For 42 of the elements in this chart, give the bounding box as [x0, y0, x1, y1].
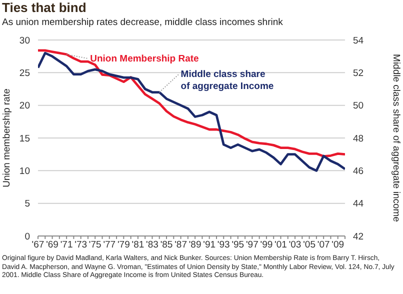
y-tick-label: 10 [19, 166, 30, 178]
y2-axis-title: Middle class share of aggregate income [390, 54, 402, 222]
y-tick-label: 15 [19, 133, 30, 144]
x-tick-label: '73 [74, 240, 88, 251]
x-tick-label: '67 [32, 240, 44, 251]
x-tick-label: '79 [117, 240, 130, 251]
x-tick-label: '93 [217, 240, 230, 251]
x-tick-label: '03 [288, 240, 302, 251]
x-tick-label: '81 [132, 240, 144, 251]
x-tick-label: '75 [88, 240, 102, 251]
y-tick-label: 25 [19, 68, 30, 80]
y-tick-label: 20 [19, 100, 30, 112]
y-axis-title: Union membership rate [1, 88, 12, 188]
y-tick-label: 0 [24, 231, 30, 242]
x-tick-label: '83 [146, 240, 158, 251]
x-tick-label: '95 [232, 240, 244, 251]
y2-tick-label: 46 [353, 166, 364, 178]
y-tick-label: 5 [24, 198, 30, 210]
x-tick-label: '89 [188, 240, 202, 251]
x-tick-label: '87 [174, 240, 187, 251]
y2-tick-label: 42 [353, 231, 364, 242]
chart-subtitle: As union membership rates decrease, middle class incomes shrink [2, 17, 283, 28]
x-tick-label: '91 [203, 240, 216, 251]
x-tick-label: '71 [60, 240, 73, 251]
y-tick-label: 30 [19, 35, 30, 46]
x-tick-label: '05 [303, 240, 316, 251]
x-tick-label: '97 [246, 240, 258, 251]
x-tick-label: '85 [160, 240, 173, 251]
x-tick-label: '69 [46, 240, 58, 251]
chart-title: Ties that bind [2, 0, 86, 15]
y2-tick-label: 44 [353, 198, 364, 210]
y2-tick-label: 52 [353, 68, 364, 80]
y2-tick-label: 54 [353, 35, 364, 46]
y2-tick-label: 50 [353, 100, 364, 112]
series-label: Middle class share of aggregate Income [180, 69, 274, 92]
y2-tick-label: 48 [353, 133, 364, 144]
x-tick-label: '77 [103, 240, 116, 251]
x-tick-label: '99 [260, 240, 273, 251]
x-tick-label: '01 [274, 240, 287, 251]
series-label: Union Membership Rate [90, 54, 199, 65]
x-tick-label: '09 [332, 240, 344, 251]
x-tick-label: '07 [317, 240, 330, 251]
